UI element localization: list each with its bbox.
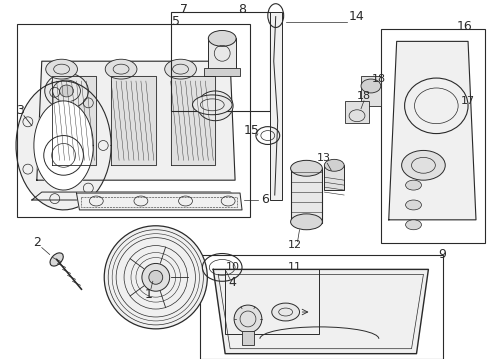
Text: 9: 9 <box>439 248 446 261</box>
Text: 1: 1 <box>145 288 153 301</box>
Text: 13: 13 <box>318 153 331 163</box>
Bar <box>225 269 319 334</box>
Polygon shape <box>171 76 215 165</box>
Ellipse shape <box>272 303 299 321</box>
Ellipse shape <box>50 253 63 266</box>
Ellipse shape <box>60 85 74 97</box>
Text: 14: 14 <box>349 10 365 23</box>
Polygon shape <box>111 76 156 165</box>
Bar <box>204 68 240 76</box>
Ellipse shape <box>165 59 196 79</box>
Ellipse shape <box>324 159 344 171</box>
Ellipse shape <box>406 200 421 210</box>
Ellipse shape <box>361 79 381 93</box>
Text: 6: 6 <box>261 193 269 207</box>
Ellipse shape <box>197 91 233 121</box>
Bar <box>291 168 322 223</box>
Text: 7: 7 <box>179 3 188 16</box>
Text: 2: 2 <box>33 236 41 249</box>
Ellipse shape <box>291 214 322 230</box>
Text: 16: 16 <box>456 20 472 33</box>
Text: 8: 8 <box>238 3 246 16</box>
Ellipse shape <box>208 31 236 46</box>
Ellipse shape <box>46 59 77 79</box>
Text: 18: 18 <box>372 74 386 84</box>
Ellipse shape <box>406 220 421 230</box>
Polygon shape <box>16 81 111 210</box>
Ellipse shape <box>193 95 232 115</box>
Text: 12: 12 <box>288 240 302 249</box>
Ellipse shape <box>149 270 163 284</box>
Text: 15: 15 <box>244 124 260 137</box>
Bar <box>171 12 270 111</box>
Ellipse shape <box>142 264 170 291</box>
Text: 5: 5 <box>172 15 180 28</box>
Bar <box>208 39 236 70</box>
Bar <box>242 331 254 345</box>
Bar <box>381 30 485 243</box>
Bar <box>345 101 369 123</box>
Bar <box>361 76 381 106</box>
Text: 17: 17 <box>461 96 475 106</box>
Bar <box>200 255 443 359</box>
Polygon shape <box>76 193 242 210</box>
Polygon shape <box>32 192 240 200</box>
Ellipse shape <box>45 73 88 109</box>
Ellipse shape <box>406 180 421 190</box>
Text: 3: 3 <box>16 104 24 117</box>
Bar <box>17 23 250 217</box>
Polygon shape <box>389 41 476 220</box>
Text: 10: 10 <box>226 262 240 273</box>
Text: 11: 11 <box>288 262 301 273</box>
Ellipse shape <box>402 150 445 180</box>
Bar <box>324 165 344 190</box>
Polygon shape <box>213 269 428 354</box>
Ellipse shape <box>291 160 322 176</box>
Bar <box>270 12 282 200</box>
Ellipse shape <box>234 305 262 333</box>
Ellipse shape <box>105 59 137 79</box>
Polygon shape <box>34 101 93 190</box>
Text: 4: 4 <box>228 276 236 289</box>
Polygon shape <box>51 76 97 165</box>
Text: 18: 18 <box>357 91 371 101</box>
Polygon shape <box>37 61 235 180</box>
Ellipse shape <box>104 226 207 329</box>
